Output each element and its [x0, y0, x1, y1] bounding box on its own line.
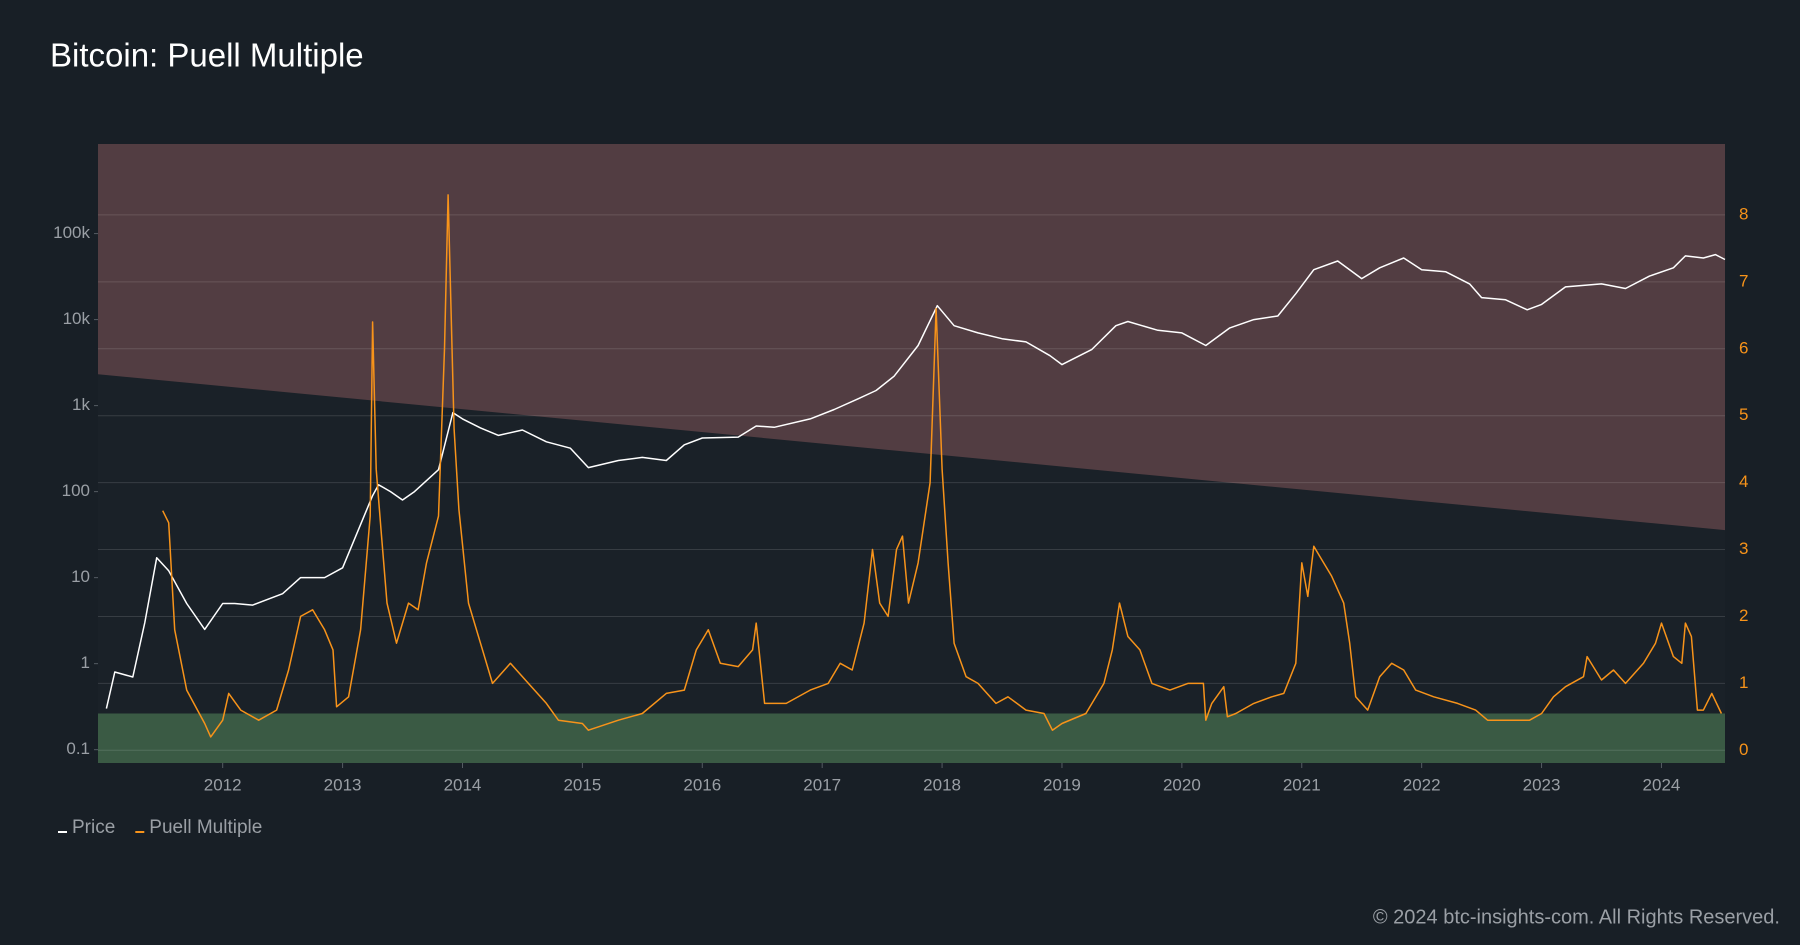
- x-tick-label: 2013: [324, 775, 362, 794]
- y-tick-label: 10: [71, 567, 90, 586]
- x-tick-label: 2015: [563, 775, 601, 794]
- y-tick-label: 0.1: [66, 739, 90, 758]
- y-tick-label: 100: [62, 481, 90, 500]
- legend-label: Price: [72, 817, 115, 838]
- x-tick-label: 2012: [204, 775, 242, 794]
- y2-tick-label: 3: [1739, 539, 1748, 558]
- y2-tick-label: 2: [1739, 606, 1748, 625]
- y2-tick-label: 7: [1739, 271, 1748, 290]
- x-tick-label: 2024: [1643, 775, 1681, 794]
- chart-title: Bitcoin: Puell Multiple: [50, 37, 364, 74]
- y-tick-label: 100k: [53, 223, 90, 242]
- y-tick-label: 1: [81, 653, 90, 672]
- y-tick-label: 1k: [72, 395, 90, 414]
- x-tick-label: 2018: [923, 775, 961, 794]
- y2-tick-label: 1: [1739, 673, 1748, 692]
- x-tick-label: 2022: [1403, 775, 1441, 794]
- x-tick-label: 2021: [1283, 775, 1321, 794]
- series-line: [105, 253, 1726, 709]
- x-tick-label: 2014: [444, 775, 482, 794]
- y2-tick-label: 5: [1739, 405, 1748, 424]
- legend-label: Puell Multiple: [149, 817, 262, 838]
- x-tick-label: 2023: [1523, 775, 1561, 794]
- x-tick-label: 2019: [1043, 775, 1081, 794]
- y2-tick-label: 8: [1739, 204, 1748, 223]
- x-tick-label: 2020: [1163, 775, 1201, 794]
- y2-tick-label: 4: [1739, 472, 1748, 491]
- y2-tick-label: 0: [1739, 740, 1748, 759]
- x-tick-label: 2016: [683, 775, 721, 794]
- series-line: [162, 194, 1723, 738]
- x-tick-label: 2017: [803, 775, 841, 794]
- y2-tick-label: 6: [1739, 338, 1748, 357]
- y-tick-label: 10k: [63, 309, 91, 328]
- band: [98, 713, 1725, 763]
- footer: © 2024 btc-insights-com. All Rights Rese…: [1373, 906, 1780, 928]
- band: [98, 144, 1725, 531]
